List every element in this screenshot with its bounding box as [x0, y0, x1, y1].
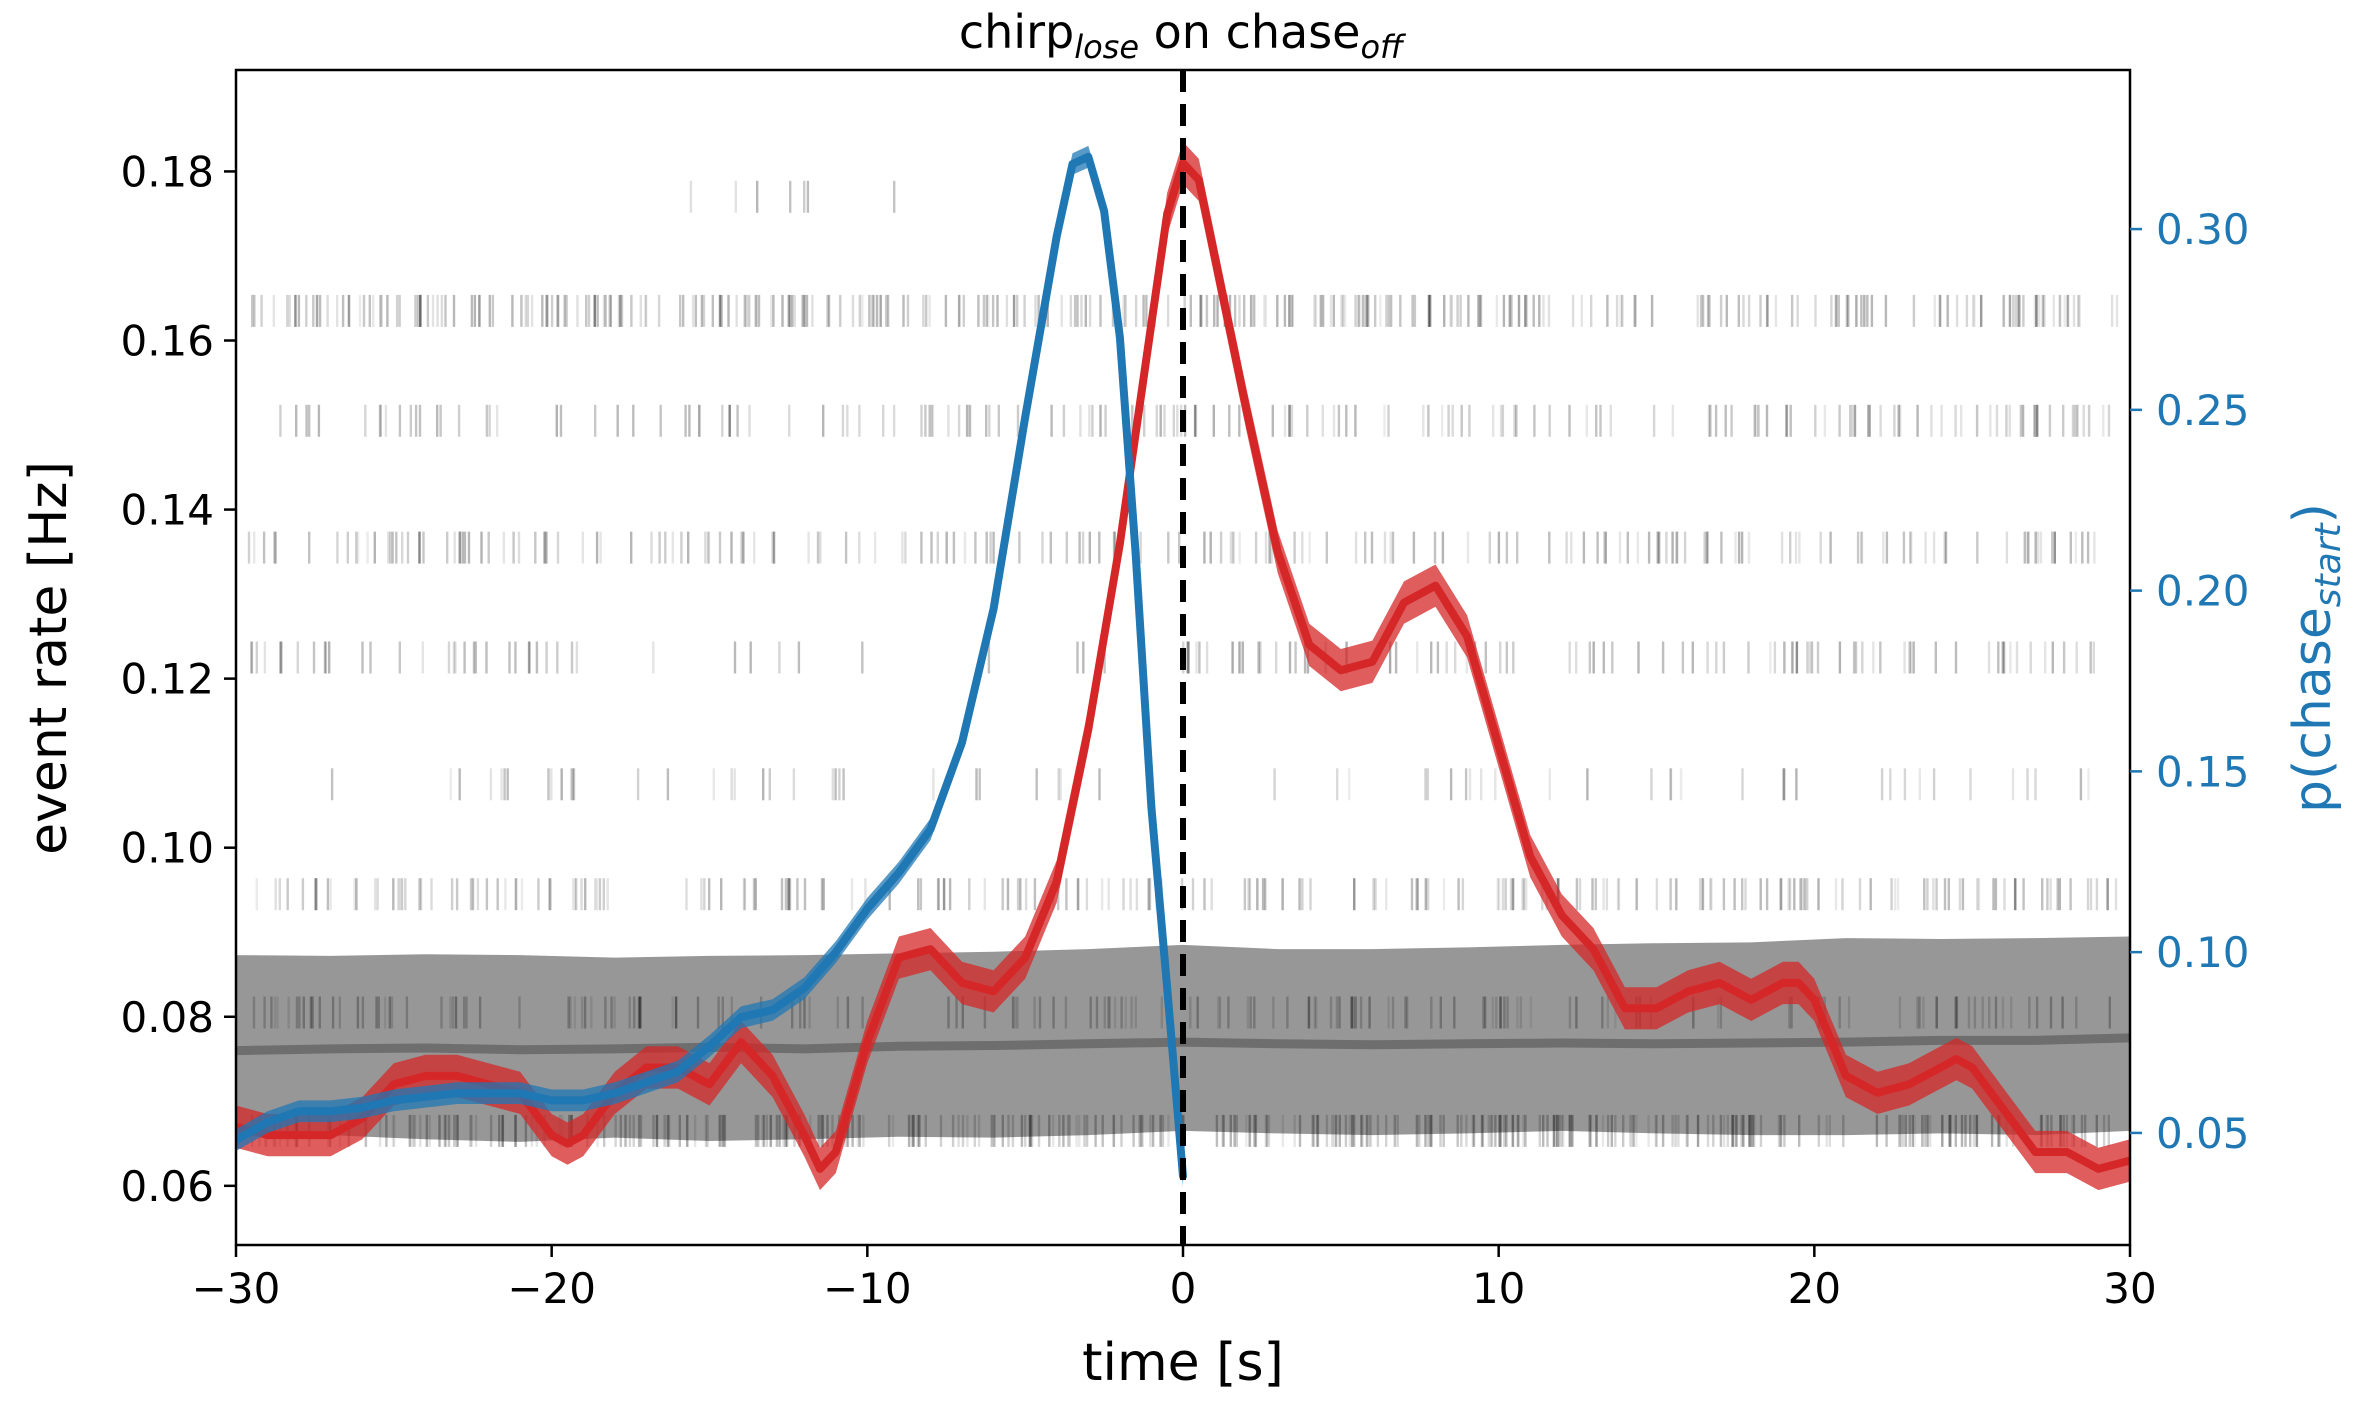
y-axis-left: 0.06 0.08 0.10 0.12 0.14 0.16 0.18 — [120, 147, 236, 1211]
x-tick-label: 0 — [1170, 1264, 1197, 1313]
series-line-right — [236, 152, 1187, 1181]
raster-row — [279, 404, 2111, 437]
series-line-left — [236, 159, 2130, 1173]
y-tick-label-left: 0.06 — [120, 1162, 214, 1211]
x-tick-label: −30 — [192, 1264, 281, 1313]
raster-row — [247, 531, 2096, 564]
y-tick-label-left: 0.12 — [120, 655, 214, 704]
raster-row — [330, 768, 2090, 801]
y-tick-label-right: 0.05 — [2156, 1109, 2250, 1158]
x-tick-label: 30 — [2103, 1264, 2156, 1313]
y-axis-label-left: event rate [Hz] — [19, 461, 79, 855]
raster-row — [689, 180, 896, 213]
x-tick-label: 10 — [1472, 1264, 1525, 1313]
y-tick-label-right: 0.15 — [2156, 747, 2250, 796]
y-tick-label-left: 0.14 — [120, 486, 214, 535]
y-tick-label-left: 0.16 — [120, 317, 214, 366]
x-tick-label: 20 — [1788, 1264, 1841, 1313]
y-axis-right: 0.05 0.10 0.15 0.20 0.25 0.30 — [2130, 205, 2250, 1158]
series-band-left — [236, 141, 2130, 1191]
chart-title: chirplose on chaseoff — [959, 5, 1407, 66]
y-tick-label-right: 0.10 — [2156, 928, 2250, 977]
plot-content — [236, 70, 2130, 1245]
raster-row — [255, 878, 2118, 911]
raster-row — [250, 294, 2119, 327]
y-tick-label-left: 0.08 — [120, 993, 214, 1042]
y-tick-label-right: 0.20 — [2156, 567, 2250, 616]
x-tick-label: −20 — [507, 1264, 596, 1313]
raster-row — [250, 641, 2096, 674]
x-axis-label: time [s] — [1082, 1333, 1284, 1393]
x-tick-label: −10 — [823, 1264, 912, 1313]
y-tick-label-right: 0.25 — [2156, 386, 2250, 435]
plot-area — [236, 70, 2130, 1245]
y-tick-label-right: 0.30 — [2156, 205, 2250, 254]
y-axis-label-right: p(chasestart) — [2283, 503, 2349, 813]
y-tick-label-left: 0.18 — [120, 147, 214, 196]
y-tick-label-left: 0.10 — [120, 824, 214, 873]
x-axis: −30 −20 −10 0 10 20 30 — [192, 1245, 2157, 1313]
